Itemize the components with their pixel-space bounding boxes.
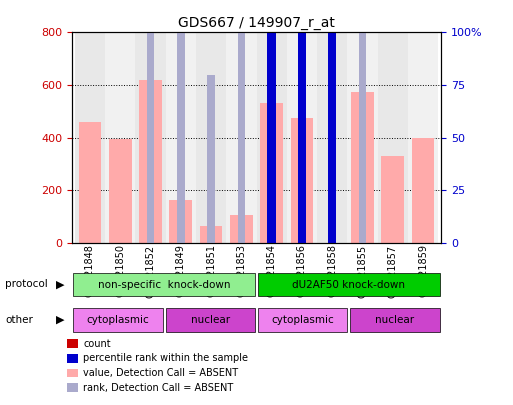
Bar [408,32,438,243]
Bar [359,0,366,243]
Bar [67,383,78,392]
Bar [177,0,185,243]
Bar [317,32,347,243]
Bar [226,32,256,243]
FancyBboxPatch shape [73,308,163,332]
Bar [230,215,253,243]
Bar [328,0,337,243]
Text: other: other [5,315,33,325]
Bar [238,0,245,243]
FancyBboxPatch shape [166,308,255,332]
Bar [298,98,306,243]
Bar [75,32,105,243]
FancyBboxPatch shape [350,308,440,332]
Text: dU2AF50 knock-down: dU2AF50 knock-down [292,279,405,290]
Text: nuclear: nuclear [376,315,415,325]
Text: percentile rank within the sample: percentile rank within the sample [83,354,248,363]
Text: cytoplasmic: cytoplasmic [271,315,334,325]
Bar [351,92,374,243]
Bar [381,156,404,243]
Bar [147,0,154,243]
Text: nuclear: nuclear [191,315,230,325]
Bar [260,104,283,243]
Text: cytoplasmic: cytoplasmic [87,315,149,325]
Bar [166,32,196,243]
Bar [256,32,287,243]
Text: non-specific  knock-down: non-specific knock-down [98,279,230,290]
Bar [67,354,78,363]
Text: ▶: ▶ [56,315,64,325]
Title: GDS667 / 149907_r_at: GDS667 / 149907_r_at [178,16,335,30]
Text: ▶: ▶ [56,279,64,289]
Bar [200,226,223,243]
Bar [290,118,313,243]
Text: protocol: protocol [5,279,48,289]
Bar [267,0,276,243]
Bar [67,339,78,348]
Bar [78,122,102,243]
Bar [267,32,276,243]
Bar [378,32,408,243]
Bar [287,32,317,243]
FancyBboxPatch shape [73,273,255,296]
Bar [135,32,166,243]
FancyBboxPatch shape [258,273,440,296]
Text: value, Detection Call = ABSENT: value, Detection Call = ABSENT [83,368,238,378]
Bar [196,32,226,243]
Text: rank, Detection Call = ABSENT: rank, Detection Call = ABSENT [83,383,233,392]
FancyBboxPatch shape [258,308,347,332]
Bar [328,125,337,243]
Bar [139,80,162,243]
Bar [105,32,135,243]
Bar [207,75,215,243]
Bar [67,369,78,377]
Bar [169,200,192,243]
Bar [411,138,435,243]
Text: count: count [83,339,111,349]
Bar [109,139,132,243]
Bar [347,32,378,243]
Bar [298,0,306,243]
